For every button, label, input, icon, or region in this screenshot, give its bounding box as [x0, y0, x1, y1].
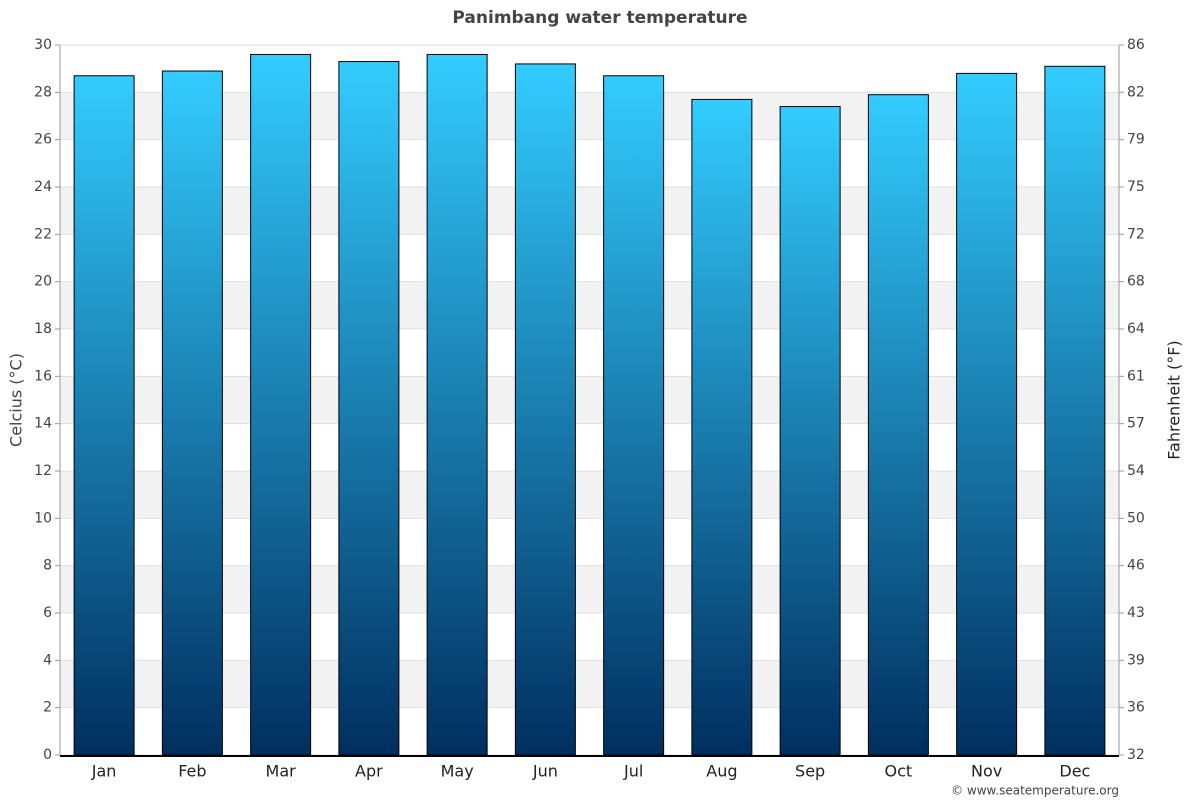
- y-axis-label: Celcius (°C): [7, 353, 26, 447]
- x-tick-label: Mar: [266, 762, 297, 781]
- bar: [73, 75, 135, 756]
- y-tick-label: 10: [34, 510, 52, 526]
- bar: [779, 106, 841, 756]
- grid-band: [60, 187, 1119, 235]
- y2-tick-label: 61: [1127, 368, 1145, 384]
- x-tick-label: Aug: [706, 762, 737, 781]
- y-tick-label: 24: [34, 179, 52, 195]
- grid-band: [60, 281, 1119, 329]
- bar: [1044, 65, 1106, 756]
- x-tick-label: Jul: [623, 762, 643, 781]
- y-tick-label: 0: [43, 747, 52, 763]
- y2-axis-label: Fahrenheit (°F): [1165, 340, 1184, 459]
- y2-tick-label: 32: [1127, 747, 1145, 763]
- y-tick-label: 28: [34, 84, 52, 100]
- bar: [250, 53, 312, 756]
- bar: [956, 72, 1018, 756]
- bar: [161, 70, 223, 756]
- x-tick-label: Jan: [91, 762, 117, 781]
- x-tick-label: Jun: [532, 762, 558, 781]
- y-tick-label: 18: [34, 321, 52, 337]
- x-tick-label: Sep: [795, 762, 825, 781]
- credit: © www.seatemperature.org: [951, 784, 1119, 798]
- y2-tick-label: 72: [1127, 226, 1145, 242]
- bar: [603, 75, 665, 756]
- y-tick-label: 2: [43, 700, 52, 716]
- y-tick-label: 4: [43, 652, 52, 668]
- bar: [867, 94, 929, 756]
- grid-band: [60, 565, 1119, 613]
- x-tick-label: Apr: [355, 762, 383, 781]
- y2-tick-label: 46: [1127, 558, 1145, 574]
- x-tick-label: May: [441, 762, 474, 781]
- bar: [514, 63, 576, 756]
- x-tick-label: Feb: [178, 762, 206, 781]
- y2-tick-label: 36: [1127, 700, 1145, 716]
- y2-tick-label: 86: [1127, 37, 1145, 53]
- y2-tick-label: 79: [1127, 132, 1145, 148]
- bar: [426, 53, 488, 756]
- y-tick-label: 30: [34, 37, 52, 53]
- y2-tick-label: 75: [1127, 179, 1145, 195]
- chart-title: Panimbang water temperature: [452, 8, 747, 28]
- y2-tick-label: 50: [1127, 510, 1145, 526]
- y-tick-label: 20: [34, 274, 52, 290]
- y2-tick-label: 68: [1127, 274, 1145, 290]
- grid-band: [60, 471, 1119, 519]
- grid-band: [60, 376, 1119, 424]
- y-tick-label: 14: [34, 416, 52, 432]
- y-tick-label: 8: [43, 558, 52, 574]
- y-tick-label: 12: [34, 463, 52, 479]
- y2-tick-label: 57: [1127, 416, 1145, 432]
- y-tick-label: 6: [43, 605, 52, 621]
- x-tick-label: Dec: [1059, 762, 1090, 781]
- y2-tick-label: 43: [1127, 605, 1145, 621]
- grid-band: [60, 92, 1119, 140]
- y-tick-label: 22: [34, 226, 52, 242]
- grid-band: [60, 660, 1119, 708]
- bar: [691, 98, 753, 756]
- y-tick-label: 26: [34, 132, 52, 148]
- y2-tick-label: 82: [1127, 84, 1145, 100]
- bar: [338, 61, 400, 756]
- x-tick-label: Nov: [971, 762, 1002, 781]
- y2-tick-label: 39: [1127, 652, 1145, 668]
- x-tick-label: Oct: [885, 762, 913, 781]
- y-tick-label: 16: [34, 368, 52, 384]
- y2-tick-label: 64: [1127, 321, 1145, 337]
- y2-tick-label: 54: [1127, 463, 1145, 479]
